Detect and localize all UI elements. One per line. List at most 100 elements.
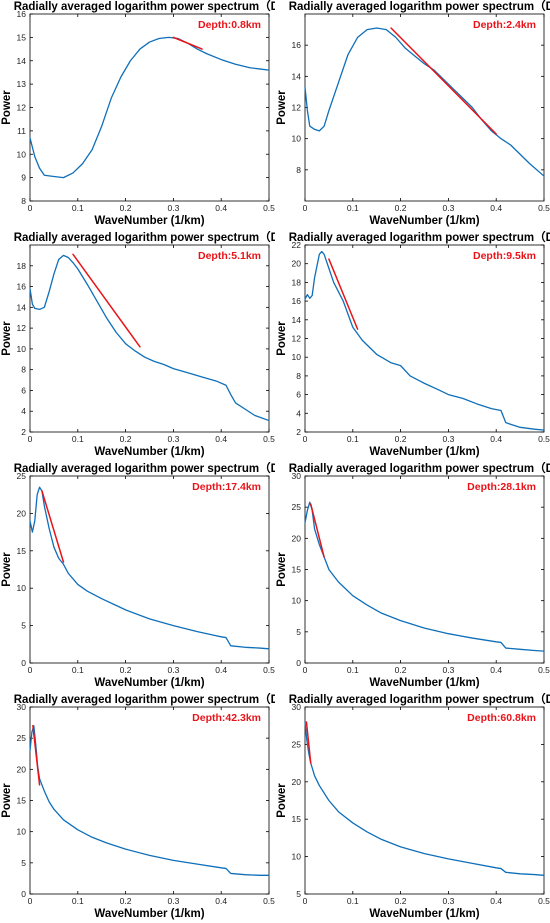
y-tick-label: 20 (292, 533, 302, 543)
chart-svg: Radially averaged logarithm power spectr… (1, 0, 275, 227)
x-tick-label: 0 (28, 203, 33, 213)
y-tick-label: 30 (292, 471, 302, 481)
x-tick-label: 0 (28, 665, 33, 675)
x-tick-label: 0.1 (347, 896, 359, 906)
y-tick-label: 14 (17, 56, 27, 66)
x-tick-label: 0.4 (215, 665, 227, 675)
chart-panel-d7: Radially averaged logarithm power spectr… (0, 693, 275, 923)
fit-line (390, 27, 497, 135)
plot-frame (29, 475, 270, 664)
y-tick-label: 2 (21, 427, 26, 437)
plot-frame (29, 706, 270, 895)
plot-frame (29, 244, 270, 433)
y-axis-label: Power (1, 783, 13, 818)
x-axis-label: WaveNumber (1/km) (94, 677, 204, 689)
y-tick-label: 10 (292, 134, 302, 144)
y-tick-label: 4 (296, 408, 301, 418)
spectrum-line (304, 250, 545, 431)
x-tick-label: 0.3 (442, 434, 454, 444)
y-tick-label: 0 (21, 889, 26, 899)
x-axis-label: WaveNumber (1/km) (94, 215, 204, 227)
chart-panel-d8: Radially averaged logarithm power spectr… (275, 693, 550, 923)
chart-title: Radially averaged logarithm power spectr… (14, 462, 275, 475)
x-tick-label: 0.2 (395, 203, 407, 213)
x-tick-label: 0.4 (490, 203, 502, 213)
y-tick-label: 10 (17, 149, 27, 159)
fit-line (172, 36, 203, 50)
y-tick-label: 0 (21, 658, 26, 668)
spectrum-line (29, 254, 270, 422)
fit-line (41, 490, 65, 563)
x-tick-label: 0.1 (347, 203, 359, 213)
x-axis-label: WaveNumber (1/km) (369, 677, 479, 689)
x-tick-label: 0.2 (120, 203, 132, 213)
x-tick-label: 0.3 (167, 896, 179, 906)
y-tick-label: 5 (296, 889, 301, 899)
chart-title: Radially averaged logarithm power spectr… (14, 0, 275, 13)
spectrum-line (304, 27, 545, 177)
x-axis-label: WaveNumber (1/km) (369, 215, 479, 227)
chart-svg: Radially averaged logarithm power spectr… (1, 693, 275, 920)
y-tick-label: 25 (17, 471, 27, 481)
plot-frame (304, 475, 545, 664)
x-tick-label: 0.4 (490, 434, 502, 444)
y-tick-label: 12 (17, 323, 27, 333)
y-tick-label: 6 (21, 385, 26, 395)
y-axis-label: Power (276, 552, 288, 587)
chart-panel-d2: Radially averaged logarithm power spectr… (275, 0, 550, 230)
y-tick-label: 20 (292, 777, 302, 787)
y-tick-label: 2 (296, 427, 301, 437)
x-tick-label: 0.1 (347, 665, 359, 675)
y-axis-label: Power (276, 321, 288, 356)
chart-title: Radially averaged logarithm power spectr… (289, 693, 550, 706)
x-tick-label: 0 (28, 434, 33, 444)
x-tick-label: 0.5 (263, 434, 275, 444)
y-tick-label: 15 (292, 565, 302, 575)
y-tick-label: 11 (17, 126, 26, 136)
chart-title: Radially averaged logarithm power spectr… (289, 0, 550, 13)
x-tick-label: 0.3 (442, 203, 454, 213)
y-tick-label: 8 (296, 165, 301, 175)
y-tick-label: 15 (17, 32, 27, 42)
depth-annotation: Depth:5.1km (198, 250, 261, 262)
y-tick-label: 4 (21, 406, 26, 416)
y-tick-label: 10 (17, 344, 27, 354)
spectrum-line (29, 486, 270, 650)
x-tick-label: 0.4 (490, 896, 502, 906)
y-axis-label: Power (1, 90, 13, 125)
y-tick-label: 12 (17, 103, 27, 113)
x-tick-label: 0.2 (120, 665, 132, 675)
y-tick-label: 12 (292, 334, 302, 344)
x-tick-label: 0.4 (215, 203, 227, 213)
depth-annotation: Depth:0.8km (198, 19, 261, 31)
chart-panel-d4: Radially averaged logarithm power spectr… (275, 231, 550, 461)
y-tick-label: 9 (21, 173, 26, 183)
x-tick-label: 0.3 (167, 434, 179, 444)
chart-title: Radially averaged logarithm power spectr… (14, 231, 275, 244)
plot-frame (304, 13, 545, 202)
x-tick-label: 0.2 (395, 665, 407, 675)
y-tick-label: 10 (17, 827, 27, 837)
x-tick-label: 0.3 (442, 665, 454, 675)
fit-line (305, 721, 312, 764)
y-tick-label: 30 (292, 702, 302, 712)
y-tick-label: 20 (17, 508, 27, 518)
chart-panel-d5: Radially averaged logarithm power spectr… (0, 462, 275, 692)
y-tick-label: 16 (17, 282, 27, 292)
y-tick-label: 25 (17, 733, 27, 743)
chart-svg: Radially averaged logarithm power spectr… (276, 0, 550, 227)
spectrum-line (304, 501, 545, 652)
depth-annotation: Depth:42.3km (192, 712, 261, 724)
x-tick-label: 0.5 (538, 896, 550, 906)
x-tick-label: 0.1 (72, 434, 84, 444)
chart-svg: Radially averaged logarithm power spectr… (1, 462, 275, 689)
y-axis-label: Power (1, 552, 13, 587)
x-tick-label: 0.1 (72, 896, 84, 906)
x-axis-label: WaveNumber (1/km) (94, 908, 204, 920)
chart-title: Radially averaged logarithm power spectr… (289, 231, 550, 244)
x-tick-label: 0 (303, 665, 308, 675)
x-tick-label: 0.5 (538, 434, 550, 444)
y-tick-label: 16 (292, 296, 302, 306)
fit-line (32, 724, 41, 786)
y-tick-label: 20 (17, 764, 27, 774)
